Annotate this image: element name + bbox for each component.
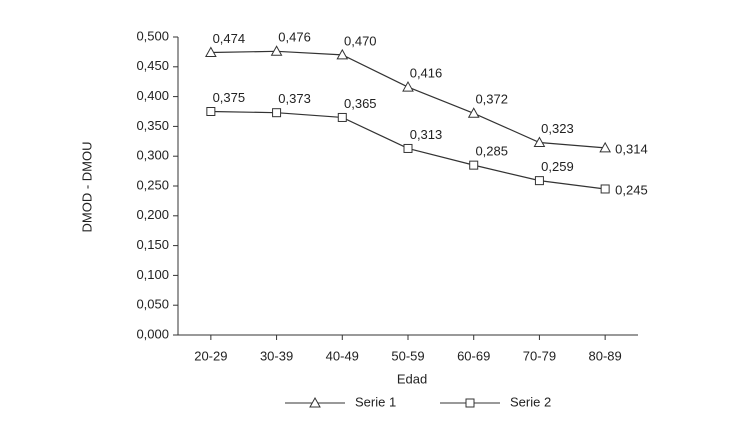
data-label: 0,470 bbox=[344, 33, 377, 48]
y-tick-label: 0,300 bbox=[136, 148, 169, 163]
data-point bbox=[337, 112, 347, 122]
data-point bbox=[599, 141, 611, 153]
x-tick-label: 70-79 bbox=[523, 348, 556, 363]
legend-marker bbox=[465, 398, 475, 408]
data-label: 0,313 bbox=[410, 127, 443, 142]
data-label: 0,416 bbox=[410, 66, 443, 81]
data-label: 0,372 bbox=[475, 92, 508, 107]
data-label: 0,476 bbox=[278, 30, 311, 45]
data-point bbox=[469, 160, 479, 170]
y-tick-label: 0,350 bbox=[136, 118, 169, 133]
x-tick-label: 50-59 bbox=[391, 348, 424, 363]
legend-marker bbox=[309, 396, 321, 408]
data-point bbox=[270, 45, 283, 56]
y-tick-label: 0,450 bbox=[136, 58, 169, 73]
x-tick-label: 20-29 bbox=[194, 348, 227, 363]
data-point bbox=[336, 48, 349, 60]
data-point bbox=[206, 107, 216, 116]
y-tick-label: 0,250 bbox=[136, 177, 169, 192]
data-label: 0,323 bbox=[541, 121, 574, 136]
data-point bbox=[403, 143, 413, 153]
data-label: 0,375 bbox=[213, 90, 246, 105]
data-point bbox=[205, 46, 217, 57]
x-axis-label: Edad bbox=[397, 371, 427, 386]
data-point bbox=[272, 108, 282, 118]
legend-label: Serie 2 bbox=[510, 394, 551, 409]
x-tick-label: 60-69 bbox=[457, 348, 490, 363]
data-point bbox=[467, 107, 480, 118]
data-label: 0,373 bbox=[278, 91, 311, 106]
x-tick-label: 30-39 bbox=[260, 348, 293, 363]
data-label: 0,365 bbox=[344, 96, 377, 111]
data-point bbox=[402, 81, 414, 92]
data-label: 0,474 bbox=[213, 31, 246, 46]
y-tick-label: 0,200 bbox=[136, 207, 169, 222]
x-tick-label: 80-89 bbox=[589, 348, 622, 363]
data-label: 0,245 bbox=[615, 182, 648, 197]
data-label: 0,314 bbox=[615, 141, 648, 156]
legend-label: Serie 1 bbox=[355, 394, 396, 409]
y-tick-label: 0,400 bbox=[136, 88, 169, 103]
data-point bbox=[600, 184, 610, 194]
y-tick-label: 0,000 bbox=[136, 326, 169, 341]
y-tick-label: 0,050 bbox=[136, 297, 169, 312]
data-label: 0,259 bbox=[541, 159, 574, 174]
y-tick-label: 0,100 bbox=[136, 267, 169, 282]
y-axis-label: DMOD - DMOU bbox=[79, 142, 94, 233]
y-tick-label: 0,500 bbox=[136, 28, 169, 43]
x-tick-label: 40-49 bbox=[326, 348, 359, 363]
data-point bbox=[533, 136, 546, 147]
data-label: 0,285 bbox=[475, 144, 508, 159]
y-tick-label: 0,150 bbox=[136, 237, 169, 252]
data-point bbox=[534, 176, 544, 186]
